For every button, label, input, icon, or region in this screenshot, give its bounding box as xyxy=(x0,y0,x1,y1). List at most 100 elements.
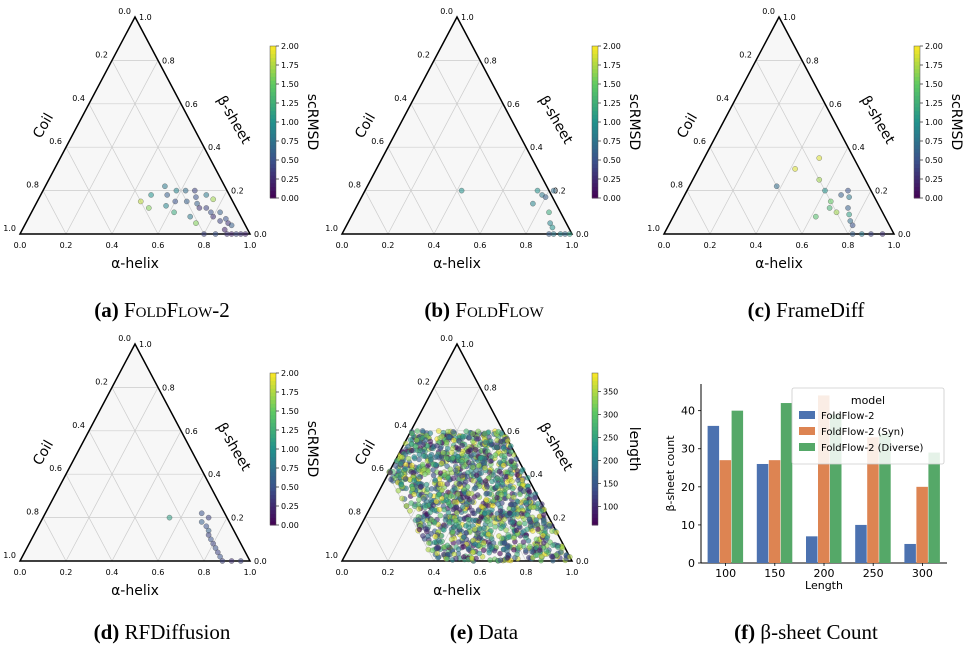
data-point xyxy=(494,444,500,451)
caption-d-tag: (d) xyxy=(93,620,120,644)
data-point xyxy=(436,538,442,544)
ternary-grid xyxy=(20,17,250,235)
data-point xyxy=(470,464,476,471)
data-point xyxy=(534,187,541,194)
right-tick-label: 0.6 xyxy=(829,100,842,109)
colorbar-segment xyxy=(270,190,276,195)
colorbar-tick-label: 1.50 xyxy=(603,80,621,89)
caption-a-name: FoldFlow-2 xyxy=(123,298,230,322)
bottom-tick-label: 0.4 xyxy=(428,568,441,577)
data-point xyxy=(847,218,854,224)
colorbar-segment xyxy=(592,373,598,378)
colorbar-segment xyxy=(592,376,598,382)
left-tick-label: 1.0 xyxy=(647,224,660,233)
colorbar-segment xyxy=(270,376,276,382)
right-tick-label: 0.6 xyxy=(507,427,520,436)
data-point xyxy=(434,550,440,557)
data-point xyxy=(465,490,472,497)
right-axis-label: β-sheet xyxy=(535,93,576,147)
grid-line xyxy=(732,103,803,235)
data-point xyxy=(192,187,198,194)
data-point xyxy=(526,516,533,523)
colorbar-segment xyxy=(270,430,276,435)
data-point xyxy=(443,455,450,461)
colorbar-segment xyxy=(592,433,598,439)
data-point xyxy=(203,205,210,211)
colorbar-segment xyxy=(270,57,276,62)
colorbar-tick-label: 0.25 xyxy=(603,175,621,184)
bottom-tick-label: 0.0 xyxy=(658,241,671,250)
colorbar-segment xyxy=(270,384,276,389)
colorbar-tick-label: 0.50 xyxy=(925,156,943,165)
data-point xyxy=(453,555,459,562)
data-point xyxy=(469,499,475,505)
data-point xyxy=(203,523,210,530)
colorbar-segment xyxy=(270,68,276,74)
bottom-tick-label: 0.4 xyxy=(106,241,119,250)
y-tick-label: 40 xyxy=(681,405,695,418)
right-tick-label: 1.0 xyxy=(139,13,152,22)
colorbar-segment xyxy=(914,190,920,195)
data-point xyxy=(421,466,427,472)
grid-line xyxy=(111,430,182,562)
data-point xyxy=(532,494,539,500)
colorbar-segment xyxy=(592,106,598,112)
colorbar-segment xyxy=(592,91,598,96)
data-point xyxy=(408,469,414,475)
data-point xyxy=(210,196,216,203)
colorbar-segment xyxy=(270,373,276,378)
data-point xyxy=(196,205,203,211)
colorbar-tick-label: 1.75 xyxy=(603,61,621,70)
data-point xyxy=(503,527,509,533)
grid-line xyxy=(479,147,527,235)
data-point xyxy=(520,539,527,545)
colorbar-segment xyxy=(270,99,276,104)
colorbar-segment xyxy=(592,65,598,70)
colorbar-segment xyxy=(270,125,276,131)
data-point xyxy=(447,466,454,472)
colorbar-tick-label: 0.75 xyxy=(281,137,299,146)
left-tick-label: 0.6 xyxy=(693,137,706,146)
left-tick-label: 0.6 xyxy=(371,464,384,473)
data-point xyxy=(523,500,529,506)
colorbar-segment xyxy=(592,509,598,515)
colorbar-segment xyxy=(592,110,598,115)
colorbar-segment xyxy=(592,114,598,119)
colorbar-segment xyxy=(592,384,598,389)
right-tick-label: 0.8 xyxy=(484,56,497,65)
data-point xyxy=(522,520,528,527)
colorbar-tick-label: 2.00 xyxy=(281,42,299,51)
bottom-tick-label: 0.0 xyxy=(336,241,349,250)
bottom-tick-label: 0.2 xyxy=(60,568,73,577)
colorbar-segment xyxy=(592,167,598,172)
grid-line xyxy=(42,517,67,562)
left-tick-label: 0.4 xyxy=(716,94,729,103)
colorbar-segment xyxy=(914,186,920,191)
data-point xyxy=(543,548,550,554)
colorbar-segment xyxy=(914,99,920,104)
data-point xyxy=(172,198,178,205)
data-point xyxy=(429,486,435,492)
caption-a-tag: (a) xyxy=(94,298,119,322)
ternary-background xyxy=(20,344,250,561)
data-point xyxy=(501,540,508,546)
data-point xyxy=(476,518,482,525)
data-point xyxy=(535,526,541,532)
bottom-tick-label: 0.8 xyxy=(198,568,211,577)
data-point xyxy=(439,433,445,440)
colorbar-segment xyxy=(270,95,276,100)
grid-line xyxy=(203,190,228,235)
bar xyxy=(806,536,818,563)
colorbar-segment xyxy=(914,57,920,62)
bottom-axis-label: α-helix xyxy=(111,583,159,599)
scatter-points xyxy=(773,155,886,237)
colorbar-tick-label: 0.50 xyxy=(281,156,299,165)
data-point xyxy=(519,467,526,473)
data-point xyxy=(238,558,244,564)
data-point xyxy=(567,554,573,560)
data-point xyxy=(550,231,557,237)
grid-line xyxy=(410,103,481,235)
colorbar-segment xyxy=(270,464,276,469)
data-point xyxy=(450,429,457,435)
data-point xyxy=(504,555,511,561)
